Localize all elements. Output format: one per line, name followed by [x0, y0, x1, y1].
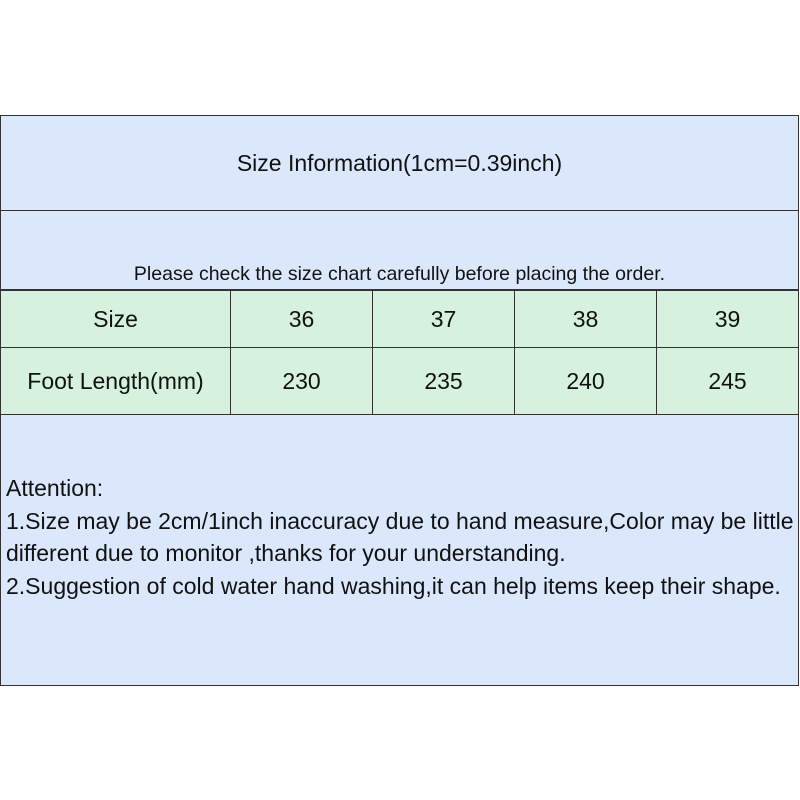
size-chart: Size Information(1cm=0.39inch) Please ch… [0, 115, 799, 686]
attention-heading: Attention: [6, 475, 104, 501]
table-cell: 245 [708, 367, 747, 394]
attention-line: 2.Suggestion of cold water hand washing,… [6, 572, 781, 599]
chart-title: Size Information(1cm=0.39inch) [1, 116, 798, 211]
table-cell: 235 [373, 348, 515, 414]
table-cell: 39 [714, 305, 741, 332]
table-cell: 38 [515, 291, 657, 347]
attention-line: 1.Size may be 2cm/1inch inaccuracy due t… [6, 507, 794, 567]
table-cell: 230 [231, 348, 373, 414]
row-label: Foot Length(mm) [1, 348, 231, 414]
row-label: Size [1, 291, 231, 347]
attention-section: Attention: 1.Size may be 2cm/1inch inacc… [6, 472, 796, 602]
table-row-size: Size 36 37 38 39 [1, 291, 798, 348]
table-cell: 240 [515, 348, 657, 414]
table-row-foot-length: Foot Length(mm) 230 235 240 245 [1, 348, 798, 415]
table-cell: 37 [373, 291, 515, 347]
table-cell: 36 [231, 291, 373, 347]
order-note: Please check the size chart carefully be… [1, 211, 798, 291]
